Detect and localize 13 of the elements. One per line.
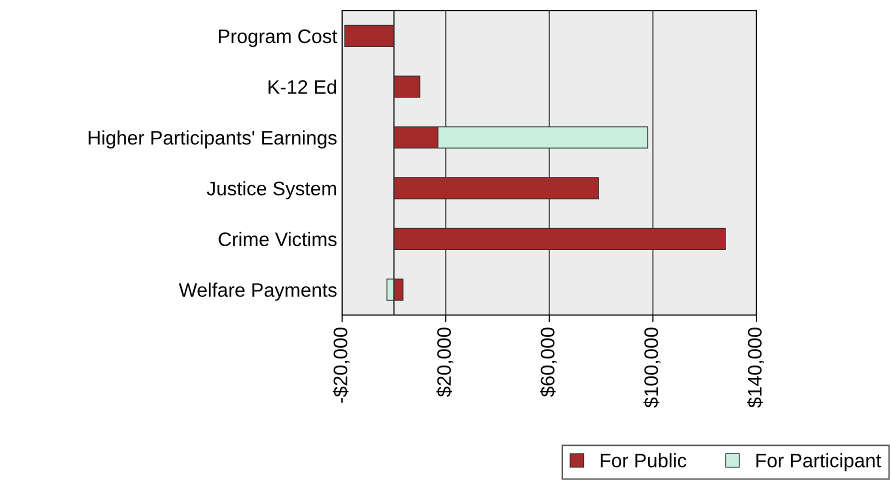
y-tick-label: Crime Victims bbox=[218, 232, 337, 246]
x-tick-label: -$20,000 bbox=[332, 328, 350, 403]
y-tick-label: Justice System bbox=[206, 181, 336, 200]
y-tick-label: Program Cost bbox=[218, 29, 338, 48]
x-tick-label: $100,000 bbox=[644, 328, 660, 408]
x-tick-label: $60,000 bbox=[540, 328, 557, 397]
x-tick-label: $20,000 bbox=[436, 328, 454, 397]
y-tick-label: Higher Participants' Earnings bbox=[88, 130, 337, 149]
legend-label: For Public bbox=[600, 453, 686, 468]
legend-label: For Participant bbox=[756, 453, 882, 472]
x-tick-label: $140,000 bbox=[747, 328, 764, 408]
y-tick-label: K-12 Ed bbox=[268, 80, 336, 94]
y-tick-label: Welfare Payments bbox=[178, 282, 337, 301]
